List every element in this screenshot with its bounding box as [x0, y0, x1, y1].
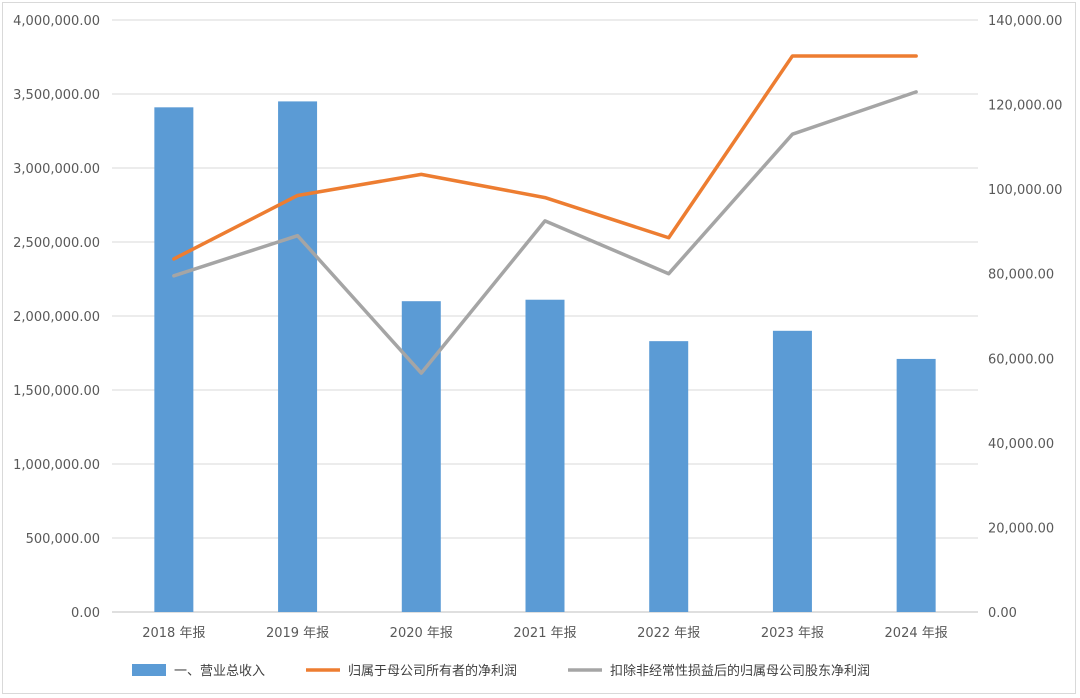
right-axis-tick-label: 120,000.00 [988, 99, 1062, 114]
left-axis-tick-label: 1,500,000.00 [13, 384, 100, 399]
left-axis-tick-label: 4,000,000.00 [13, 14, 100, 29]
x-axis-tick-label: 2019 年报 [266, 626, 329, 641]
bar-series [154, 101, 936, 613]
right-axis-tick-label: 140,000.00 [988, 14, 1062, 29]
bar [896, 358, 936, 612]
right-axis-tick-label: 20,000.00 [988, 521, 1054, 536]
series-line [172, 54, 918, 261]
bar [525, 299, 565, 612]
line-series [172, 54, 918, 375]
right-axis-tick-label: 60,000.00 [988, 352, 1054, 367]
gridlines [112, 19, 978, 613]
bar [772, 330, 812, 612]
legend-swatch [132, 664, 166, 676]
legend-label: 扣除非经常性损益后的归属母公司股东净利润 [610, 663, 870, 679]
x-axis-tick-label: 2018 年报 [142, 626, 205, 641]
legend-label: 一、营业总收入 [174, 664, 265, 679]
x-axis-tick-label: 2021 年报 [513, 626, 576, 641]
watermark: 头条号 | 诗与星空 [916, 664, 1060, 685]
left-axis-tick-label: 0.00 [71, 606, 100, 621]
right-axis-tick-label: 80,000.00 [988, 268, 1054, 283]
bar [154, 107, 194, 612]
x-axis-ticks: 2018 年报 2019 年报 2020 年报 2021 年报 2022 年报 2023 … [142, 626, 948, 641]
right-axis-tick-label: 0.00 [988, 606, 1017, 621]
x-axis-tick-label: 2022 年报 [637, 626, 700, 641]
watermark-text: 头条号 | 诗与星空 [916, 664, 1060, 685]
bar [401, 301, 441, 612]
left-axis-tick-label: 1,000,000.00 [13, 458, 100, 473]
legend-label: 归属于母公司所有者的净利润 [348, 663, 517, 679]
right-axis-tick-label: 100,000.00 [988, 183, 1062, 198]
x-axis-tick-label: 2020 年报 [390, 626, 453, 641]
left-axis-ticks: 0.00 500,000.00 1,000,000.00 1,500,000.00 2,… [13, 14, 100, 621]
right-axis-tick-label: 40,000.00 [988, 437, 1054, 452]
right-axis-ticks: 0.00 20,000.00 40,000.00 60,000.00 80,000.00… [988, 14, 1062, 621]
left-axis-tick-label: 500,000.00 [26, 532, 100, 547]
legend: 一、营业总收入 归属于母公司所有者的净利润 扣除非经常性损益后的归属母公司股东净利润 [132, 663, 870, 679]
left-axis-tick-label: 2,000,000.00 [13, 310, 100, 325]
x-axis-tick-label: 2023 年报 [761, 626, 824, 641]
left-axis-tick-label: 3,500,000.00 [13, 88, 100, 103]
bar [649, 341, 689, 612]
series-line [172, 90, 918, 375]
x-axis-tick-label: 2024 年报 [885, 626, 948, 641]
left-axis-tick-label: 3,000,000.00 [13, 162, 100, 177]
bar [278, 101, 318, 613]
left-axis-tick-label: 2,500,000.00 [13, 236, 100, 251]
